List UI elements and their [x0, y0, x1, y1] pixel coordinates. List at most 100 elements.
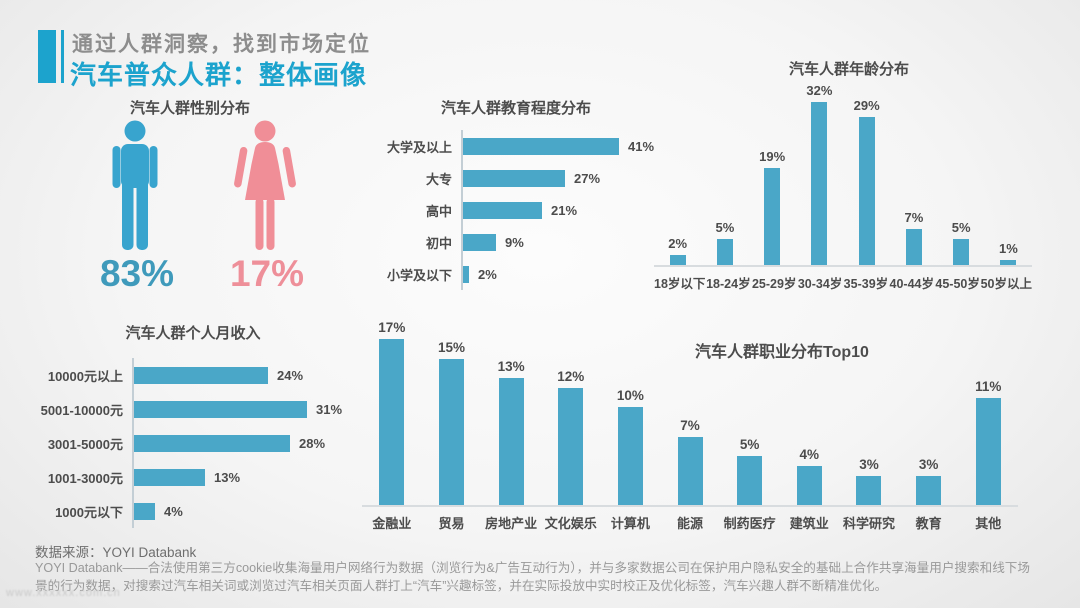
category-label: 45-50岁 [935, 277, 980, 291]
bar [132, 366, 268, 384]
value-label: 5% [715, 220, 735, 235]
female-icon [234, 120, 296, 250]
male-share-value: 83% [99, 253, 175, 294]
page-title: 汽车普众人群：整体画像 [70, 60, 368, 90]
bar-column: 29% [843, 98, 890, 265]
value-label: 4% [164, 503, 183, 519]
category-label: 30-34岁 [797, 277, 843, 291]
bar-column: 7% [890, 210, 937, 265]
bar-column: 17% [362, 320, 422, 505]
category-label: 1001-3000元 [47, 470, 123, 486]
bar-column: 4% [779, 447, 839, 505]
bar [811, 102, 828, 265]
value-label: 1% [998, 241, 1018, 256]
bar [796, 466, 822, 505]
bar-column: 13% [481, 359, 541, 505]
age-plot: 2% 5% 19% 32% 29% 7% 5% 1% 18岁以下 18-24岁 25-29岁 30-3… [654, 50, 1032, 292]
category-label: 40-44岁 [889, 277, 935, 291]
value-label: 12% [557, 369, 585, 384]
category-label: 小学及以下 [386, 267, 452, 283]
category-label: 10000元以上 [47, 368, 123, 384]
male-icon [112, 120, 158, 250]
category-label: 文化娱乐 [544, 516, 597, 531]
data-source-note-line2: 景的行为数据，对搜索过汽车相关词或浏览过汽车相关页面人群打上“汽车”兴趣标签，并… [35, 578, 888, 593]
category-label: 大专 [425, 171, 452, 187]
value-label: 32% [806, 83, 833, 98]
value-label: 11% [975, 379, 1002, 394]
data-source-note: YOYI Databank——合法使用第三方cookie收集海量用户网络行为数据… [35, 560, 1075, 595]
occupation-chart: 汽车人群职业分布Top10 17% 15% 13% 12% 10% 7% 5% 4% 3% 3% 1… [362, 308, 1018, 548]
value-label: 3% [918, 457, 939, 472]
category-label: 能源 [677, 516, 704, 531]
value-label: 29% [853, 98, 880, 113]
category-label: 计算机 [610, 516, 650, 531]
bar-column: 32% [796, 83, 843, 265]
bar [737, 456, 763, 505]
age-chart-title: 汽车人群年龄分布 [788, 61, 909, 78]
value-label: 17% [378, 320, 406, 335]
category-label: 大学及以上 [386, 139, 452, 155]
bar-column: 10% [601, 388, 661, 505]
bar [677, 437, 703, 505]
bar [716, 239, 733, 265]
value-label: 10% [616, 388, 644, 403]
bar-column: 11% [958, 379, 1018, 505]
bar-column: 15% [422, 340, 482, 505]
value-label: 4% [799, 447, 820, 462]
bar-row: 3001-5000元 28% [27, 426, 337, 460]
category-label: 1000元以下 [55, 504, 123, 520]
bar [461, 137, 619, 155]
gender-chart-title: 汽车人群性别分布 [129, 100, 250, 117]
value-label: 13% [214, 469, 241, 485]
bar-row: 1001-3000元 13% [27, 460, 337, 494]
bar [975, 398, 1001, 505]
category-label: 5001-10000元 [40, 402, 123, 418]
value-label: 15% [437, 340, 465, 355]
value-label: 28% [299, 435, 326, 451]
bar [132, 434, 290, 452]
bar [132, 468, 205, 486]
value-label: 41% [628, 138, 655, 154]
page-kicker: 通过人群洞察，找到市场定位 [72, 33, 371, 56]
bar-columns: 17% 15% 13% 12% 10% 7% 5% 4% 3% 3% 11% [362, 308, 1018, 507]
category-label: 18岁以下 [654, 277, 706, 291]
category-label: 50岁以上 [980, 277, 1032, 291]
value-label: 31% [316, 401, 343, 417]
category-label: 18-24岁 [706, 277, 751, 291]
bar [498, 378, 524, 505]
bar [1000, 260, 1017, 265]
bar [438, 359, 464, 505]
bar-column: 3% [899, 457, 959, 505]
bar [916, 476, 942, 505]
bar-row: 5001-10000元 31% [27, 392, 342, 426]
bar [132, 502, 155, 520]
category-label: 贸易 [438, 516, 465, 531]
bar [617, 407, 643, 505]
income-chart-title: 汽车人群个人月收入 [125, 325, 261, 342]
bar [461, 233, 496, 251]
bar [461, 169, 565, 187]
category-label: 初中 [425, 235, 452, 251]
value-label: 7% [680, 418, 700, 433]
value-label: 21% [551, 202, 578, 218]
bar [379, 339, 405, 505]
category-label: 制药医疗 [723, 516, 776, 531]
occupation-plot: 17% 15% 13% 12% 10% 7% 5% 4% 3% 3% 11% 金融业 贸易 房地产业 文化娱… [362, 308, 1018, 532]
bar [461, 201, 542, 219]
category-label: 房地产业 [485, 516, 538, 531]
category-label: 25-29岁 [751, 277, 797, 291]
female-share-value: 17% [229, 253, 305, 294]
bar [905, 229, 922, 265]
watermark: www.xxxxxx.com.cn [6, 587, 121, 599]
bar [132, 400, 307, 418]
education-chart: 汽车人群教育程度分布 大学及以上 41% 大专 27% 高中 21% 初中 9% 小学及以下 2% [360, 90, 672, 302]
category-label: 3001-5000元 [47, 436, 123, 452]
category-label: 建筑业 [789, 516, 829, 531]
bar-column: 2% [654, 236, 701, 265]
value-label: 2% [668, 236, 688, 251]
category-labels: 18岁以下 18-24岁 25-29岁 30-34岁 35-39岁 40-44岁 45-50… [654, 273, 1032, 292]
age-chart: 汽车人群年龄分布 2% 5% 19% 32% 29% 7% 5% 1% 18岁以下 18-24岁 2… [654, 50, 1032, 295]
bar-column: 5% [938, 220, 985, 265]
bar-row: 小学及以下 2% [360, 258, 672, 290]
